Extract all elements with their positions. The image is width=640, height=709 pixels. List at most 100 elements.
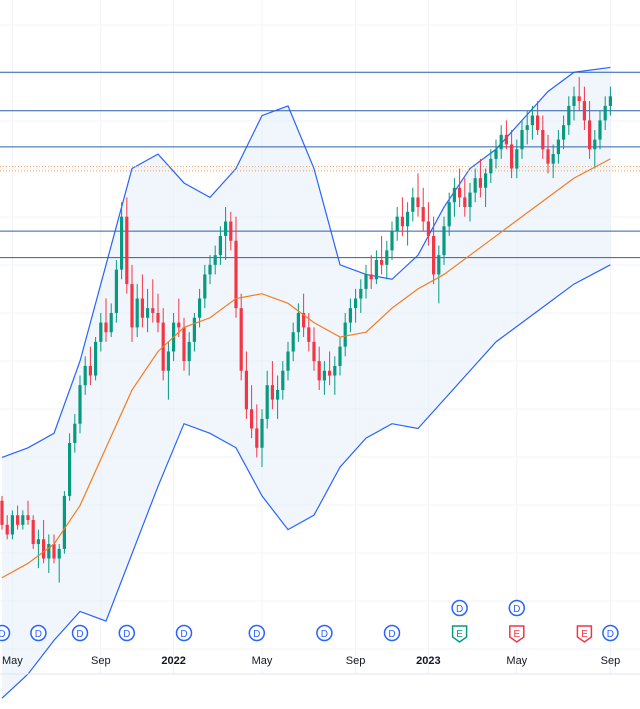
candle-body: [390, 231, 394, 251]
candle: [281, 361, 285, 400]
candle-body: [556, 139, 560, 155]
candle-body: [265, 385, 269, 419]
dividend-marker[interactable]: D: [248, 624, 266, 642]
candle-body: [515, 149, 519, 169]
candle-body: [198, 298, 202, 318]
candle: [572, 86, 576, 121]
candle-body: [26, 515, 30, 520]
earnings-marker[interactable]: E: [509, 625, 525, 643]
event-letter: D: [456, 604, 463, 615]
candle-body: [146, 308, 150, 318]
candle: [452, 178, 456, 217]
candle-body: [359, 288, 363, 299]
candle: [0, 495, 4, 530]
candle: [598, 110, 602, 150]
candle-body: [52, 544, 56, 559]
candle-body: [83, 365, 87, 386]
moving-average: [1, 158, 611, 579]
dividend-marker[interactable]: D: [175, 624, 193, 642]
candle-body: [47, 544, 51, 559]
candle-body: [276, 390, 280, 400]
candle: [515, 139, 519, 179]
candle: [546, 134, 550, 174]
candle: [16, 505, 20, 530]
dividend-icon: [508, 599, 526, 617]
candle: [151, 279, 155, 323]
candle-body: [94, 341, 98, 376]
candle-body: [109, 312, 113, 333]
dividend-marker[interactable]: D: [30, 624, 47, 642]
candle-body: [36, 539, 40, 545]
dividend-icon: [175, 624, 193, 642]
candle: [593, 130, 597, 169]
x-tick-label: May: [2, 655, 23, 667]
candle: [250, 385, 254, 439]
dividend-marker[interactable]: D: [508, 599, 526, 617]
dividend-icon: [451, 599, 468, 617]
dividend-marker[interactable]: D: [71, 624, 89, 642]
dividend-marker[interactable]: D: [316, 624, 333, 642]
candle: [218, 226, 222, 265]
candle: [364, 264, 368, 299]
earnings-marker[interactable]: E: [451, 625, 468, 643]
candle-body: [224, 221, 228, 236]
candle: [338, 337, 342, 376]
candle-body: [478, 178, 482, 188]
event-letter: E: [456, 629, 463, 640]
candle: [68, 433, 72, 501]
moving-average-line: [1, 158, 611, 579]
candle-body: [250, 409, 254, 429]
candle: [104, 298, 108, 342]
candle: [36, 529, 40, 569]
lower-band-line: [1, 264, 611, 699]
dividend-marker[interactable]: D: [118, 624, 136, 642]
event-letter: D: [253, 629, 260, 640]
candle-body: [312, 341, 316, 362]
candle: [130, 264, 134, 342]
candle: [125, 197, 129, 294]
candle: [551, 144, 555, 179]
candle: [270, 361, 274, 410]
candle: [312, 327, 316, 371]
candle: [525, 110, 529, 145]
candle: [369, 255, 373, 289]
event-markers[interactable]: D D D D D D D D E E E D D D: [0, 599, 619, 643]
candle: [437, 245, 441, 304]
event-letter: D: [607, 629, 614, 640]
event-letter: D: [388, 629, 395, 640]
dividend-marker[interactable]: D: [451, 599, 468, 617]
candle-body: [510, 144, 514, 169]
candle-body: [10, 515, 14, 535]
event-letter: E: [513, 629, 520, 640]
candle-body: [0, 500, 4, 525]
candle-body: [99, 322, 103, 342]
dividend-marker[interactable]: D: [0, 624, 11, 642]
dividend-marker[interactable]: D: [602, 624, 619, 642]
candle: [317, 346, 321, 390]
candle: [421, 187, 425, 232]
candle: [588, 101, 592, 159]
candle-body: [343, 322, 347, 347]
candle-body: [608, 96, 612, 106]
candle: [510, 130, 514, 179]
candle: [463, 178, 467, 217]
candle: [31, 515, 35, 549]
candle: [47, 534, 51, 573]
candle-body: [104, 322, 108, 333]
candle: [94, 337, 98, 381]
candle-body: [551, 154, 555, 164]
candle: [146, 288, 150, 333]
candle-body: [57, 548, 61, 559]
candle-body: [213, 255, 217, 265]
candle-body: [400, 216, 404, 227]
candle: [458, 168, 462, 208]
dividend-marker[interactable]: D: [383, 624, 401, 642]
candle: [5, 515, 9, 540]
event-letter: D: [0, 629, 6, 640]
candle-body: [296, 312, 300, 333]
candle-body: [166, 351, 170, 371]
candle-body: [333, 365, 337, 376]
earnings-marker[interactable]: E: [576, 625, 593, 643]
candle-body: [177, 322, 181, 328]
